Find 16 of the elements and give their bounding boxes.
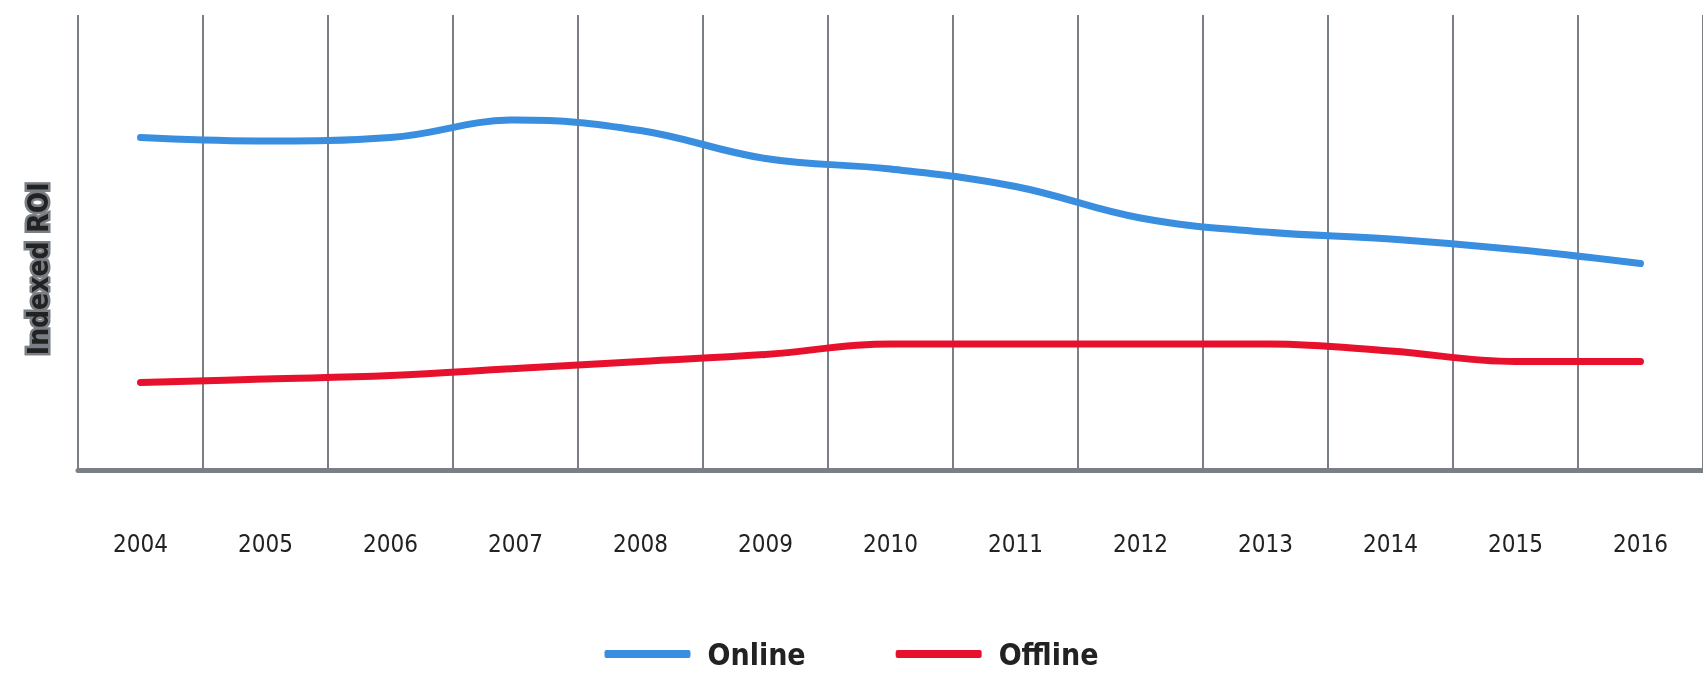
x-tick-label: 2013 <box>1238 530 1293 558</box>
x-tick-label: 2008 <box>613 530 668 558</box>
legend-label: Offline <box>998 636 1099 672</box>
x-tick-label: 2014 <box>1363 530 1418 558</box>
x-tick-label: 2005 <box>238 530 293 558</box>
y-axis-title: Indexed ROI <box>22 182 55 356</box>
x-tick-label: 2004 <box>113 530 168 558</box>
x-tick-label: 2009 <box>738 530 793 558</box>
x-tick-label: 2007 <box>488 530 543 558</box>
x-tick-label: 2011 <box>988 530 1043 558</box>
x-tick-label: 2012 <box>1113 530 1168 558</box>
x-tick-label: 2006 <box>363 530 418 558</box>
legend-label: Online <box>707 636 806 672</box>
x-tick-label: 2010 <box>863 530 918 558</box>
x-tick-label: 2016 <box>1613 530 1668 558</box>
x-tick-label: 2015 <box>1488 530 1543 558</box>
